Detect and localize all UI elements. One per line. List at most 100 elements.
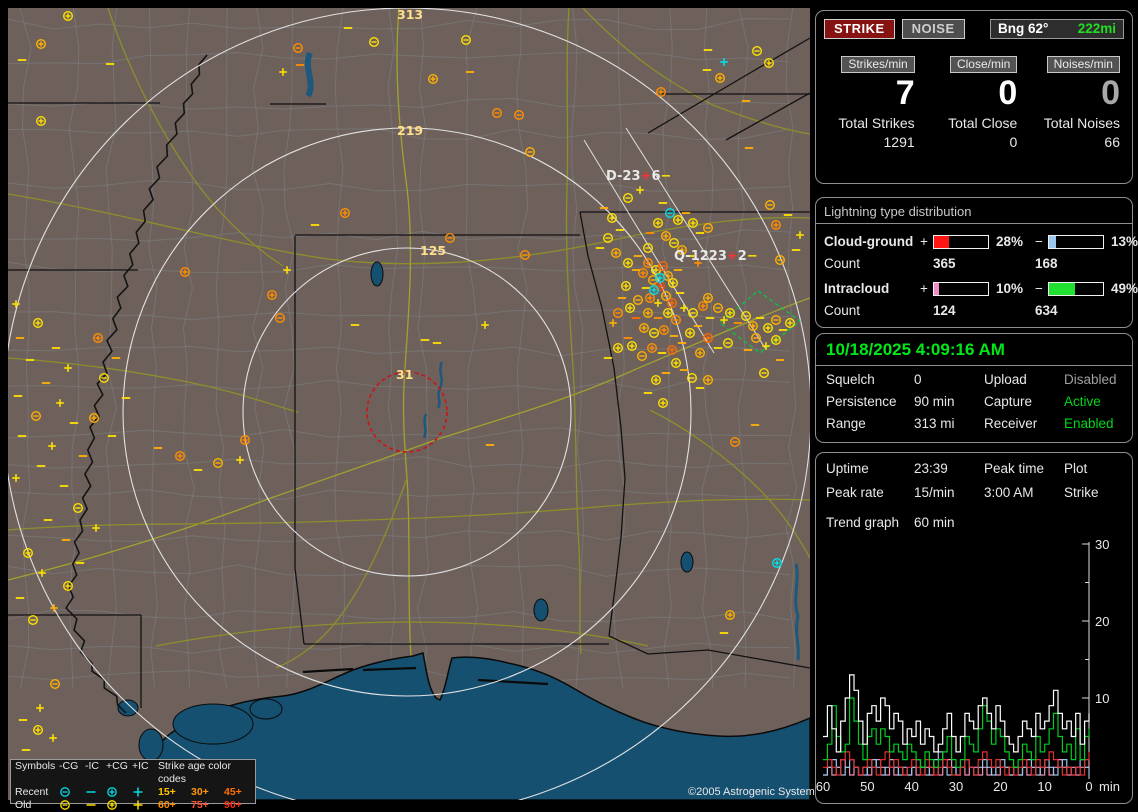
- age-15-label: 15+: [158, 786, 176, 798]
- trend-y-tick-label: 20: [1095, 614, 1109, 629]
- cg-minus-recent-icon: [59, 786, 85, 799]
- peak-rate-label: Peak rate: [826, 485, 884, 500]
- strike-symbol-icp: [481, 321, 489, 329]
- close-per-min-chip: Close/min: [949, 56, 1018, 73]
- strike-symbol-cgp: [63, 10, 74, 22]
- strike-symbol-cgp: [428, 73, 439, 84]
- strike-symbol-cgp: [667, 345, 678, 356]
- strike-symbol-cgp: [703, 375, 714, 386]
- noise-button[interactable]: NOISE: [901, 19, 965, 39]
- ic-negative-pct: 49%: [1111, 281, 1138, 296]
- strike-symbol-cgp: [763, 323, 774, 334]
- total-strikes-label: Total Strikes: [838, 115, 915, 131]
- strike-symbol-cgp: [685, 328, 696, 339]
- strike-symbol-icp: [12, 474, 20, 482]
- strike-symbol-cgm: [293, 43, 304, 54]
- strike-symbol-cgp: [239, 435, 250, 446]
- squelch-value: 0: [914, 372, 922, 387]
- capture-value: Active: [1064, 394, 1101, 409]
- strike-symbol-icp: [762, 342, 770, 350]
- trend-x-tick-label: 50: [860, 779, 874, 794]
- trend-x-tick-label: 20: [993, 779, 1007, 794]
- strike-symbol-cgp: [611, 247, 622, 258]
- strike-button[interactable]: STRIKE: [824, 19, 895, 39]
- total-close-value: 0: [1009, 134, 1018, 150]
- ic-positive-pct: 10%: [996, 281, 1024, 296]
- strike-symbol-cgp: [621, 281, 632, 292]
- strike-symbol-cgm: [661, 291, 672, 302]
- strike-symbol-cgp: [771, 335, 782, 346]
- cg-positive-pct: 28%: [996, 234, 1024, 249]
- trend-y-tick-label: 30: [1095, 537, 1109, 552]
- strike-symbol-cgm: [752, 46, 763, 57]
- count-label: Count: [824, 303, 861, 318]
- strike-symbol-cgp: [703, 333, 714, 344]
- cg-positive-count: 365: [933, 256, 956, 271]
- trend-graph-window: 60 min: [914, 515, 955, 530]
- trend-y-tick-label: 10: [1095, 691, 1109, 706]
- strike-symbol-cgm: [613, 308, 624, 319]
- strike-symbol-icp: [279, 68, 287, 76]
- strike-symbol-cgp: [668, 278, 679, 289]
- strike-symbol-cgm: [633, 295, 644, 306]
- lightning-map[interactable]: 31 125 219 313 D-23+6− Q-1223+2−: [8, 8, 810, 800]
- plus-sign: +: [920, 281, 928, 296]
- ic-negative-count: 634: [1035, 303, 1058, 318]
- strike-symbol-cgp: [627, 341, 638, 352]
- close-per-min-value: 0: [998, 74, 1018, 112]
- strike-symbol-cgm: [730, 437, 741, 448]
- strike-symbol-icp: [64, 364, 72, 372]
- strike-symbol-cgp: [88, 413, 99, 424]
- strike-symbol-cgm: [703, 222, 714, 233]
- strike-symbol-icp: [48, 442, 56, 450]
- strike-symbol-cgp: [764, 58, 775, 69]
- strike-symbol-cgm: [688, 308, 699, 319]
- strike-symbol-icp: [720, 58, 728, 66]
- strike-symbol-cgp: [638, 268, 649, 279]
- squelch-label: Squelch: [826, 372, 875, 387]
- strike-symbol-cgp: [677, 244, 688, 255]
- strike-symbol-cgm: [775, 254, 786, 265]
- intracloud-label: Intracloud: [824, 281, 890, 296]
- legend-col-neg-cg: -CG: [59, 760, 79, 772]
- strike-symbol-cgp: [703, 293, 714, 304]
- close-column: Close/min 0 Total Close 0: [929, 55, 1018, 150]
- legend-col-pos-ic: +IC: [132, 760, 149, 772]
- trend-graph-row: Trend graph 60 min: [826, 515, 1132, 530]
- ic-negative-bar: [1048, 281, 1104, 296]
- strike-symbol-cgp: [725, 610, 736, 621]
- strike-symbol-cgp: [22, 548, 34, 559]
- peak-rate-value: 15/min: [914, 485, 955, 500]
- strike-symbol-cgm: [765, 199, 776, 210]
- strike-symbol-cgm: [369, 37, 380, 48]
- count-label: Count: [824, 256, 861, 271]
- range-label: Range: [826, 416, 866, 431]
- range-ring-label: 313: [397, 8, 423, 22]
- strike-symbol-cgm: [28, 615, 39, 626]
- strike-symbol-cgm: [50, 679, 61, 690]
- receiver-label: Receiver: [984, 416, 1038, 431]
- strike-symbol-cgp: [33, 725, 44, 736]
- strike-symbol-cgp: [659, 325, 670, 336]
- strikes-per-min-chip: Strikes/min: [841, 56, 915, 73]
- strike-symbol-cgp: [613, 343, 624, 354]
- strike-symbol-cgm: [525, 146, 536, 157]
- capture-label: Capture: [984, 394, 1033, 409]
- total-close-label: Total Close: [948, 115, 1018, 131]
- map-legend: Symbols -CG -IC +CG +IC Strike age color…: [10, 759, 256, 811]
- legend-header-row: Symbols -CG -IC +CG +IC Strike age color…: [11, 760, 255, 786]
- strike-symbol-cgm: [713, 303, 724, 314]
- strike-symbol-cgp: [267, 290, 278, 301]
- strike-symbol-cgp: [92, 333, 103, 344]
- bearing-range: 222mi: [1077, 21, 1116, 36]
- strike-symbol-icp: [680, 304, 688, 312]
- distribution-panel: Lightning type distribution Cloud-ground…: [815, 197, 1138, 328]
- trend-x-tick-label: 0: [1085, 779, 1092, 794]
- peak-time-value: 3:00 AM: [984, 485, 1034, 500]
- strike-symbol-cgp: [725, 308, 736, 319]
- copyright-text: ©2005 Astrogenic Systems: [688, 786, 821, 798]
- strike-symbol-cgp: [607, 212, 618, 223]
- ic-minus-old-icon: [85, 799, 106, 812]
- ic-plus-recent-icon: [132, 786, 158, 799]
- intracloud-row: Intracloud + 10% − 49%: [824, 281, 1138, 296]
